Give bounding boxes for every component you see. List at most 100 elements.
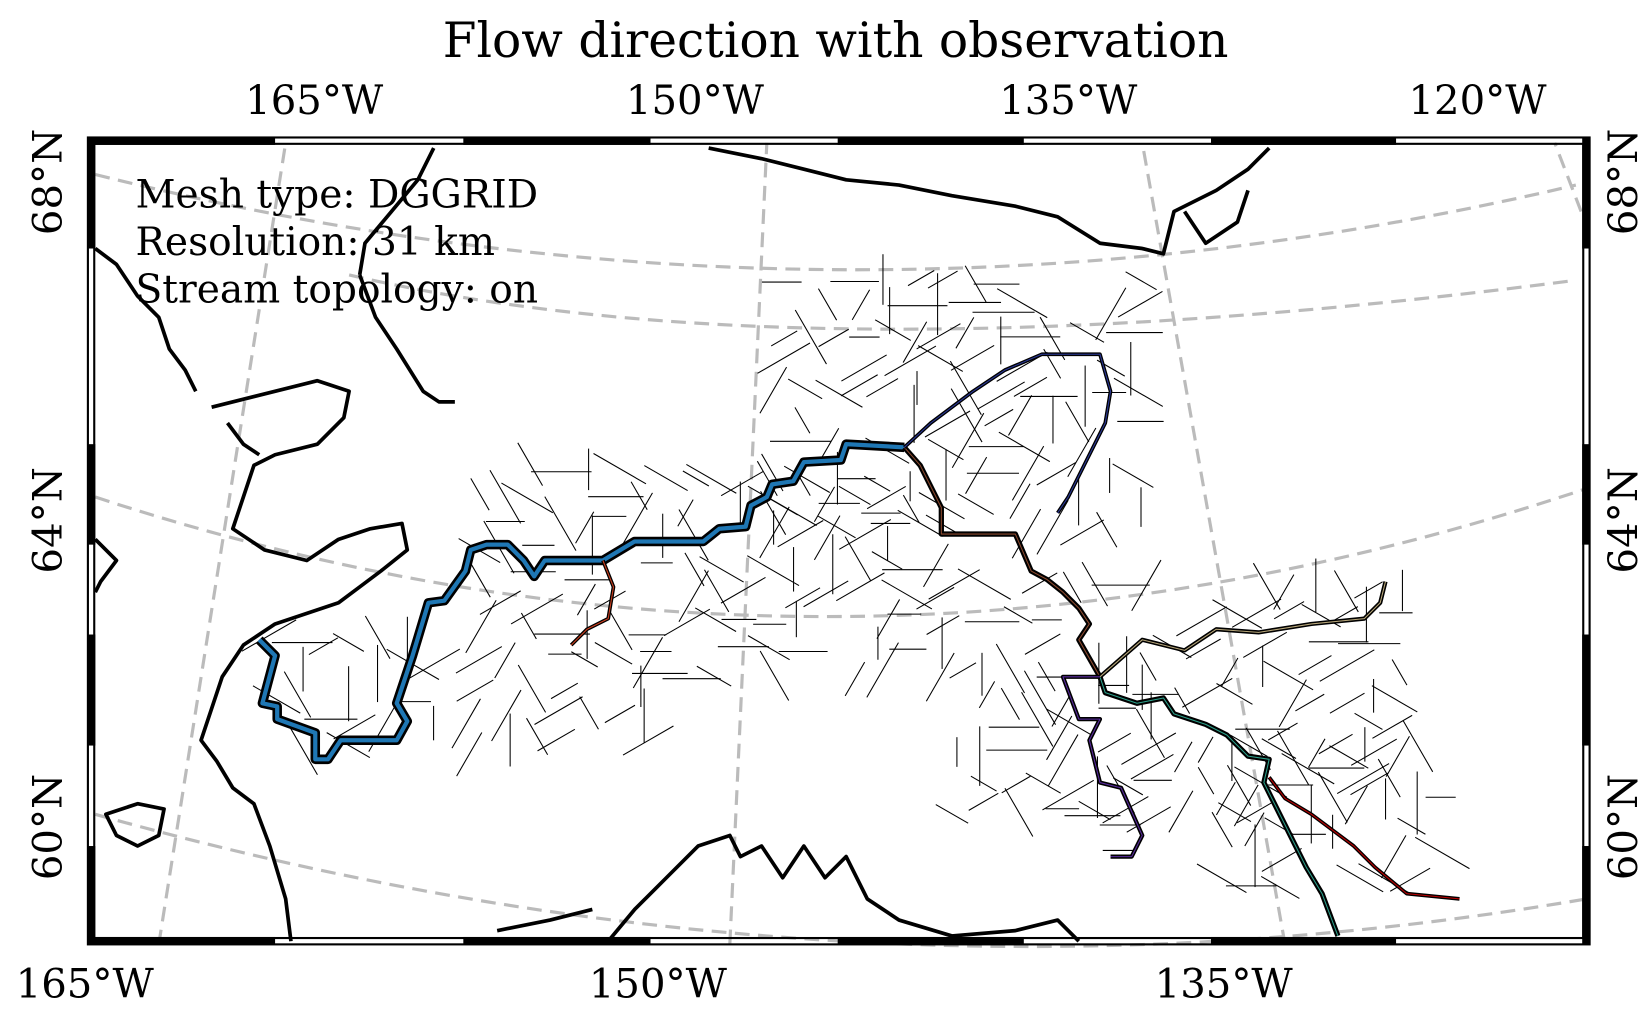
flow-segment [1182, 677, 1233, 708]
flow-segment [1243, 631, 1288, 658]
flow-segment [866, 378, 899, 398]
stem [570, 560, 615, 646]
flow-segment [1047, 734, 1079, 787]
flow-segment [517, 442, 543, 486]
flow-segment [644, 465, 688, 492]
flow-segment [838, 519, 892, 550]
flow-segment [283, 671, 312, 718]
flow-segment [501, 482, 554, 514]
coastlines [93, 146, 1271, 943]
flow-segment [757, 342, 811, 374]
flow-segment [1350, 772, 1389, 796]
flow-segment [1197, 736, 1214, 763]
flow-segment [510, 593, 564, 625]
flow-segment [1125, 271, 1157, 291]
flow-segment [326, 732, 371, 758]
flow-segment [1414, 836, 1470, 870]
lat-label: 60°N [1601, 774, 1647, 880]
flow-segment [1244, 812, 1265, 847]
flow-segment [1233, 784, 1259, 827]
flow-segment [1231, 598, 1282, 628]
flow-segment [1025, 772, 1061, 794]
flow-segment [1000, 687, 1020, 720]
coastline [104, 801, 166, 848]
flow-segment [817, 288, 838, 321]
flow-segment [1004, 787, 1034, 837]
flow-segment [1319, 649, 1375, 682]
flow-segment [978, 681, 996, 709]
flow-segment [684, 552, 705, 587]
frame-band [1582, 444, 1590, 545]
flow-segment [594, 642, 633, 665]
stem [1099, 581, 1387, 678]
flow-segment [241, 619, 297, 652]
flow-segment [844, 661, 866, 697]
lon-line [1553, 142, 1583, 213]
flow-segment [785, 587, 821, 609]
lon-line [1140, 142, 1287, 945]
flow-segment [620, 492, 653, 548]
lat-line [94, 812, 1587, 949]
coastline [606, 833, 1081, 943]
flow-segment [924, 410, 971, 438]
flow-segment [1277, 730, 1310, 785]
flow-segment [1011, 508, 1042, 559]
lon-label: 165°W [245, 78, 384, 124]
flow-segment [1046, 708, 1094, 737]
graticule [94, 142, 1587, 949]
flow-segment [1354, 712, 1383, 730]
title: Flow direction with observation [443, 13, 1229, 69]
frame-band [1582, 846, 1590, 945]
flow-segment [1036, 499, 1069, 555]
flow-segment [720, 470, 764, 497]
lat-label: 68°N [25, 129, 71, 235]
flow-segment [1197, 766, 1215, 795]
stem [257, 442, 905, 762]
flow-segment [1112, 463, 1154, 488]
flow-segment [489, 469, 522, 524]
flow-segment [1112, 777, 1144, 796]
flow-segment [907, 270, 935, 287]
flow-segment [874, 319, 912, 341]
coastline [708, 146, 1271, 256]
flow-segment [995, 643, 1026, 694]
flow-segment [686, 463, 737, 494]
flow-segment [677, 499, 694, 527]
flow-segment [955, 317, 975, 349]
flow-segment [916, 323, 961, 350]
frame-band [87, 634, 96, 746]
flow-segment [866, 485, 907, 510]
flow-segment [468, 560, 491, 598]
lat-line [94, 487, 1587, 619]
flow-segment [950, 344, 995, 371]
flow-segment [1307, 738, 1326, 768]
flow-segment [984, 408, 1014, 427]
flow-segment [593, 453, 647, 485]
lat-line [348, 273, 1577, 331]
flow-segment [957, 493, 994, 515]
flow-segment [1174, 687, 1191, 714]
flow-segment [1350, 738, 1398, 766]
flow-segment [456, 679, 494, 702]
lat-label: 60°N [25, 774, 71, 880]
flow-segment [1402, 720, 1434, 773]
flow-segment [923, 543, 949, 588]
flow-segment [746, 555, 800, 587]
flow-segment [1229, 734, 1268, 757]
flow-segment [1117, 291, 1163, 318]
flow-segment [838, 485, 871, 506]
flow-segment [308, 637, 339, 656]
flow-segment [479, 590, 521, 615]
flow-segment [286, 722, 318, 776]
flow-segment [876, 599, 901, 639]
flow-segment [965, 456, 988, 494]
flow-network [241, 254, 1470, 899]
flow-segment [526, 717, 549, 756]
frame-band [87, 846, 96, 945]
flow-segment [841, 354, 887, 382]
flow-segment [1185, 638, 1221, 660]
frame-band [463, 137, 651, 145]
flow-segment [575, 511, 595, 544]
flow-segment [1081, 561, 1108, 607]
flow-segment [1261, 738, 1297, 759]
